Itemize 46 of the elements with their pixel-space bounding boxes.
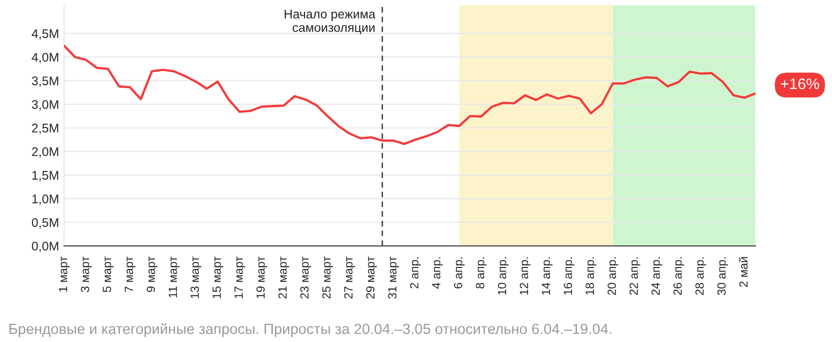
ref-line-label: Начало режима самоизоляции — [284, 10, 376, 34]
x-tick-label: 28 апр. — [695, 257, 706, 295]
line-series — [64, 44, 756, 146]
x-tick-label: 27 март — [344, 256, 355, 299]
x-tick-label: 15 март — [212, 256, 224, 298]
x-tick-label: 18 апр. — [586, 257, 596, 295]
text: Брендовые и категорийные запросы. Приросты за 20.04.–3.05 относительно 6.04.–19.04. — [10, 323, 612, 337]
y-tick-label: 0,0M — [32, 242, 58, 252]
x-tick-label: 22 апр. — [630, 257, 640, 295]
x-tick-label: 29 март — [366, 256, 377, 299]
y-tick-label: 1,0M — [32, 194, 58, 205]
y-tick-label: 3,0M — [32, 100, 58, 110]
x-tick-label: 11 март — [168, 256, 180, 298]
annotation: +16% — [780, 78, 820, 90]
x-tick-label: 31 март — [388, 256, 399, 299]
x-tick-label: 2 май — [738, 257, 748, 287]
y-tick-label: 4,5M — [32, 29, 58, 40]
y-tick-label: 2,0M — [32, 147, 58, 158]
x-tick-label: 25 март — [322, 256, 333, 299]
x-tick-label: 14 апр. — [542, 257, 552, 295]
x-tick-label: 9 март — [146, 256, 158, 292]
y-tick-label: 1,5M — [32, 171, 58, 182]
x-tick-label: 20 апр. — [608, 257, 618, 295]
x-tick-label: 4 апр. — [432, 257, 443, 289]
y-tick-label: 0,5M — [32, 218, 58, 228]
x-tick-label: 7 март — [124, 256, 136, 292]
x-tick-label: 13 март — [190, 256, 202, 298]
x-tick-label: 23 март — [300, 256, 312, 299]
x-tick-label: 30 апр. — [717, 257, 728, 296]
x-tick-label: 5 март — [102, 256, 114, 292]
x-tick-label: 10 апр. — [498, 257, 509, 295]
x-tick-label: 8 апр. — [476, 257, 487, 288]
x-tick-label: 3 март — [80, 256, 92, 292]
x-tick-label: 21 март — [278, 256, 290, 299]
x-tick-label: 2 апр. — [410, 257, 421, 288]
x-tick-label: 19 март — [256, 256, 268, 298]
x-tick-label: 17 март — [234, 256, 246, 298]
x-tick-label: 26 апр. — [673, 257, 684, 295]
x-tick-label: 12 апр. — [520, 257, 530, 295]
x-tick-label: 16 апр. — [564, 257, 574, 295]
y-tick-label: 3,5M — [32, 76, 58, 87]
y-tick-label: 4,0M — [32, 52, 58, 64]
x-tick-label: 24 апр. — [651, 257, 662, 295]
x-tick-label: 1 март — [58, 256, 70, 292]
y-tick-label: 2,5M — [32, 124, 58, 134]
x-tick-label: 6 апр. — [454, 257, 465, 288]
